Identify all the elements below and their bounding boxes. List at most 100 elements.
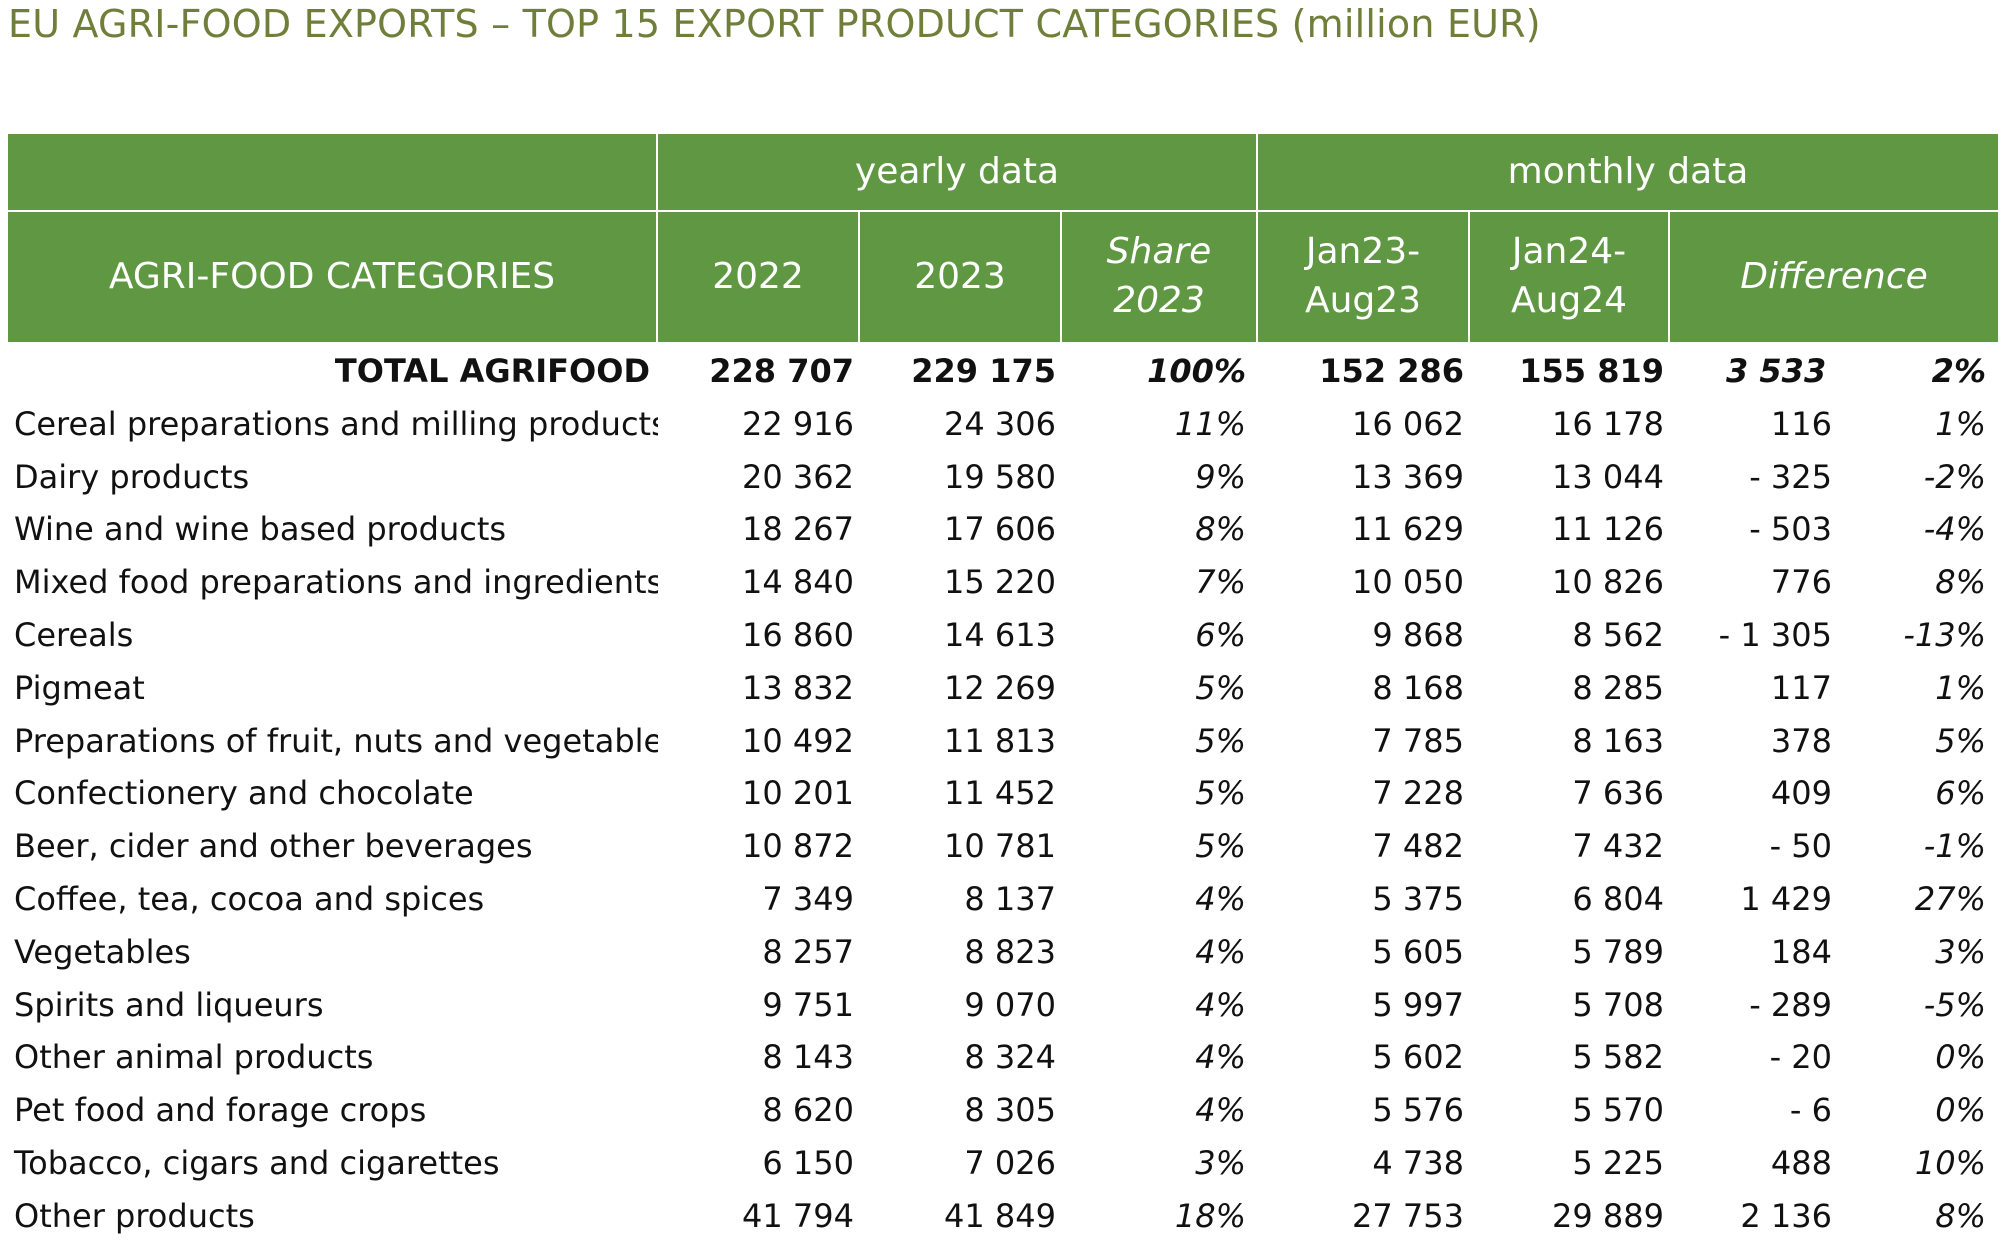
difference: - 503	[1749, 510, 1832, 549]
header-col-categories: AGRI-FOOD CATEGORIES	[8, 212, 656, 342]
category-name: Wine and wine based products	[14, 510, 507, 549]
difference: - 1 305	[1718, 615, 1832, 654]
difference-pct: 1%	[1935, 404, 1986, 443]
value-jan23-aug23: 10 050	[1352, 563, 1464, 602]
share-2023: 5%	[1195, 774, 1246, 813]
category-name: Beer, cider and other beverages	[14, 827, 533, 866]
category-name: Cereals	[14, 615, 134, 654]
value-jan24-aug24: 8 562	[1572, 615, 1664, 654]
table-row: Other animal products 8 143 8 324 4% 5 602 5 …	[8, 1031, 1998, 1084]
value-jan23-aug23: 8 168	[1372, 668, 1464, 707]
category-name: Other animal products	[14, 1038, 374, 1077]
header-col-share-line1: Share	[1106, 231, 1212, 273]
value-jan24-aug24: 7 636	[1572, 774, 1664, 813]
data-table: TOTAL AGRIFOOD 228 707 229 175 100% 152 …	[8, 345, 1998, 1243]
value-jan23-aug23: 7 785	[1372, 721, 1464, 760]
category-name: Confectionery and chocolate	[14, 774, 474, 813]
difference: 776	[1770, 563, 1832, 602]
category-name: Mixed food preparations and ingredients	[14, 563, 658, 602]
table-row: Beer, cider and other beverages 10 872 10 …	[8, 820, 1998, 873]
header-categories-spacer	[8, 134, 656, 210]
difference-pct: 27%	[1914, 879, 1986, 918]
category-name: Cereal preparations and milling products	[14, 404, 658, 443]
difference-pct: 8%	[1935, 1196, 1986, 1235]
value-jan24-aug24: 29 889	[1552, 1196, 1664, 1235]
difference-pct: 0%	[1935, 1091, 1986, 1130]
value-jan24-aug24: 5 789	[1572, 932, 1664, 971]
share-2023: 5%	[1195, 668, 1246, 707]
table-row: Other products 41 794 41 849 18% 27 753 29 88…	[8, 1190, 1998, 1243]
value-jan23-aug23: 5 602	[1372, 1038, 1464, 1077]
value-2023: 15 220	[944, 563, 1056, 602]
table-row: Preparations of fruit, nuts and vegetabl…	[8, 715, 1998, 768]
share-2023: 9%	[1195, 457, 1246, 496]
difference: - 289	[1749, 985, 1832, 1024]
difference: 117	[1770, 668, 1832, 707]
total-difference-pct: 2%	[1931, 352, 1986, 390]
table-row: Spirits and liqueurs 9 751 9 070 4% 5 997 5 7…	[8, 979, 1998, 1032]
header-col-2022: 2022	[658, 212, 858, 342]
difference-pct: -2%	[1923, 457, 1986, 496]
value-2023: 11 452	[944, 774, 1056, 813]
value-jan23-aug23: 27 753	[1352, 1196, 1464, 1235]
category-name: Pet food and forage crops	[14, 1091, 427, 1130]
value-2022: 6 150	[762, 1143, 854, 1182]
value-2022: 18 267	[742, 510, 854, 549]
value-2023: 24 306	[944, 404, 1056, 443]
header-col-jan23-line1: Jan23-	[1305, 231, 1421, 273]
header-col-share: Share 2023	[1062, 212, 1256, 342]
value-jan24-aug24: 11 126	[1552, 510, 1664, 549]
category-name: Preparations of fruit, nuts and vegetabl…	[14, 721, 658, 760]
total-2023: 229 175	[911, 352, 1056, 390]
category-name: Spirits and liqueurs	[14, 985, 324, 1024]
total-label: TOTAL AGRIFOOD	[334, 352, 650, 390]
table-row: Dairy products 20 362 19 580 9% 13 369 13 044…	[8, 451, 1998, 504]
value-jan24-aug24: 6 804	[1572, 879, 1664, 918]
value-2022: 8 257	[762, 932, 854, 971]
value-2022: 16 860	[742, 615, 854, 654]
value-jan24-aug24: 5 582	[1572, 1038, 1664, 1077]
share-2023: 4%	[1195, 932, 1246, 971]
share-2023: 4%	[1195, 1038, 1246, 1077]
header-col-jan23-line2: Aug23	[1304, 280, 1422, 321]
value-jan23-aug23: 7 228	[1372, 774, 1464, 813]
value-jan23-aug23: 9 868	[1372, 615, 1464, 654]
value-jan24-aug24: 5 708	[1572, 985, 1664, 1024]
value-2022: 8 143	[762, 1038, 854, 1077]
value-2023: 8 137	[964, 879, 1056, 918]
header-col-jan23-aug23: Jan23- Aug23	[1258, 212, 1468, 342]
value-2022: 22 916	[742, 404, 854, 443]
header-group-yearly: yearly data	[658, 134, 1256, 210]
difference-pct: -5%	[1923, 985, 1986, 1024]
difference: - 20	[1769, 1038, 1832, 1077]
total-jan24-aug24: 155 819	[1519, 352, 1664, 390]
value-jan23-aug23: 16 062	[1352, 404, 1464, 443]
value-jan24-aug24: 13 044	[1552, 457, 1664, 496]
table-row: Pet food and forage crops 8 620 8 305 4% 5 5…	[8, 1084, 1998, 1137]
value-2022: 7 349	[762, 879, 854, 918]
difference-pct: -4%	[1923, 510, 1986, 549]
table-row: Pigmeat 13 832 12 269 5% 8 168 8 285 117 1%	[8, 662, 1998, 715]
value-2023: 9 070	[964, 985, 1056, 1024]
value-2023: 8 324	[964, 1038, 1056, 1077]
value-jan23-aug23: 7 482	[1372, 827, 1464, 866]
table-row: Cereals 16 860 14 613 6% 9 868 8 562 - 1 305 -1…	[8, 609, 1998, 662]
header-col-jan24-line1: Jan24-	[1511, 231, 1627, 273]
value-jan24-aug24: 8 163	[1572, 721, 1664, 760]
difference: 378	[1770, 721, 1832, 760]
difference-pct: 8%	[1935, 563, 1986, 602]
category-name: Tobacco, cigars and cigarettes	[14, 1143, 500, 1182]
value-2022: 13 832	[742, 668, 854, 707]
value-jan23-aug23: 5 605	[1372, 932, 1464, 971]
difference: - 6	[1789, 1091, 1832, 1130]
header-col-2023: 2023	[860, 212, 1060, 342]
table-row: Tobacco, cigars and cigarettes 6 150 7 026…	[8, 1137, 1998, 1190]
total-jan23-aug23: 152 286	[1319, 352, 1464, 390]
value-jan24-aug24: 10 826	[1552, 563, 1664, 602]
table-header: yearly data monthly data AGRI-FOOD CATEG…	[8, 134, 1998, 344]
value-jan24-aug24: 16 178	[1552, 404, 1664, 443]
share-2023: 8%	[1195, 510, 1246, 549]
share-2023: 5%	[1195, 827, 1246, 866]
share-2023: 7%	[1195, 563, 1246, 602]
category-name: Coffee, tea, cocoa and spices	[14, 879, 485, 918]
